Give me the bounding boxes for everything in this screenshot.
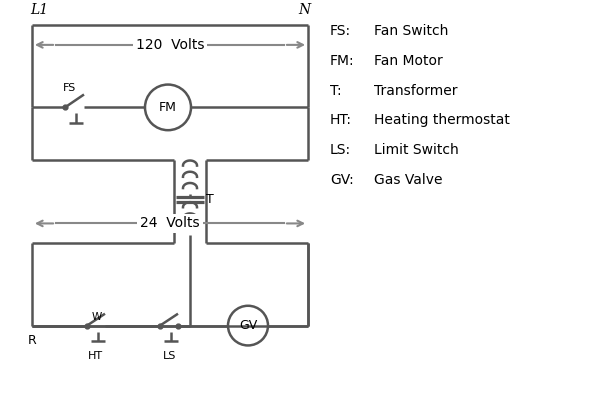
Text: T: T bbox=[206, 193, 214, 206]
Text: GV: GV bbox=[239, 319, 257, 332]
Text: GV:: GV: bbox=[330, 173, 354, 187]
Text: HT: HT bbox=[87, 351, 103, 361]
Text: L1: L1 bbox=[30, 3, 48, 17]
Text: 24  Volts: 24 Volts bbox=[140, 216, 200, 230]
Text: FM:: FM: bbox=[330, 54, 355, 68]
Text: HT:: HT: bbox=[330, 113, 352, 127]
Text: FM: FM bbox=[159, 101, 177, 114]
Text: Limit Switch: Limit Switch bbox=[374, 143, 459, 157]
Text: W: W bbox=[92, 312, 102, 322]
Text: FS: FS bbox=[63, 84, 77, 94]
Text: FS:: FS: bbox=[330, 24, 351, 38]
Text: Fan Switch: Fan Switch bbox=[374, 24, 448, 38]
Text: R: R bbox=[28, 334, 37, 346]
Text: Fan Motor: Fan Motor bbox=[374, 54, 442, 68]
Text: N: N bbox=[298, 3, 310, 17]
Text: T:: T: bbox=[330, 84, 342, 98]
Text: LS: LS bbox=[163, 351, 176, 361]
Text: 120  Volts: 120 Volts bbox=[136, 38, 204, 52]
Text: Transformer: Transformer bbox=[374, 84, 457, 98]
Text: Heating thermostat: Heating thermostat bbox=[374, 113, 510, 127]
Text: LS:: LS: bbox=[330, 143, 351, 157]
Text: Gas Valve: Gas Valve bbox=[374, 173, 442, 187]
